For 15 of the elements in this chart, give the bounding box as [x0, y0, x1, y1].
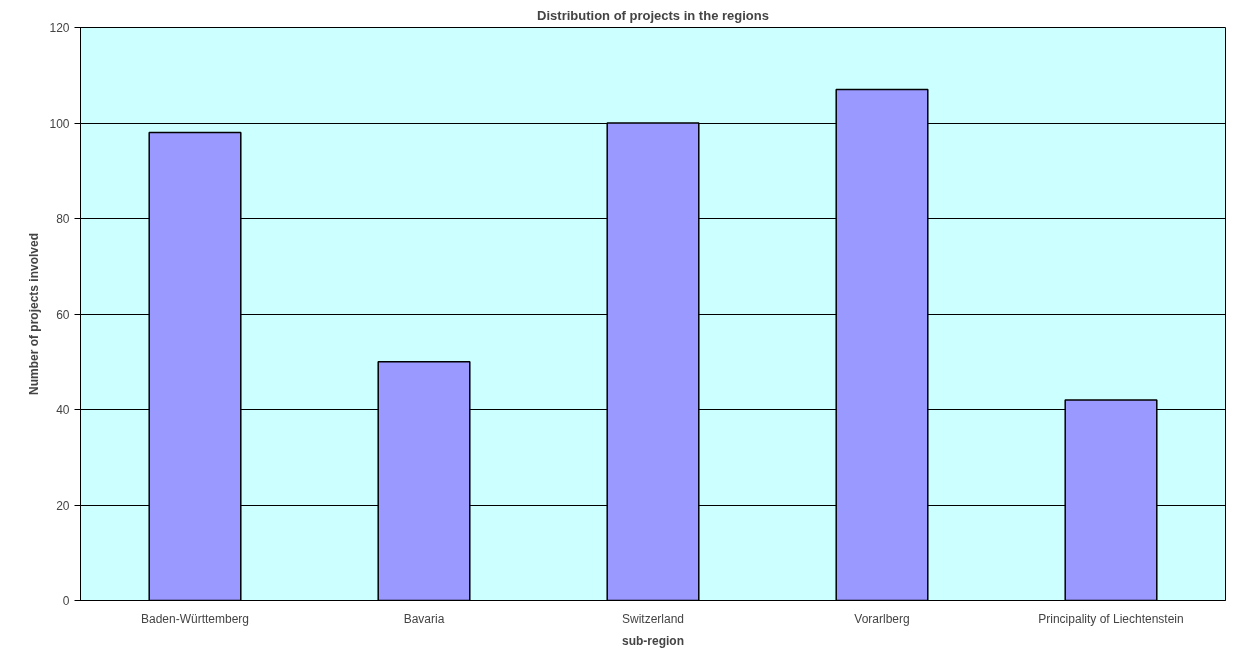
- y-tick-label: 100: [49, 116, 70, 131]
- x-tick-label: Switzerland: [621, 611, 685, 626]
- y-tick-label: 20: [56, 498, 70, 513]
- chart-title: Distribution of projects in the regions: [537, 7, 769, 23]
- x-tick-label: Bavaria: [403, 611, 445, 626]
- y-axis-title: Number of projects involved: [27, 232, 42, 396]
- x-tick-label: Vorarlberg: [854, 611, 910, 626]
- y-tick-label: 60: [56, 307, 70, 322]
- x-axis-title: sub-region: [622, 633, 684, 648]
- y-tick-label: 120: [49, 21, 70, 35]
- x-tick-label: Baden-Württemberg: [140, 611, 250, 626]
- x-tick-label: Principality of Liechtenstein: [1038, 611, 1184, 626]
- y-tick-label: 80: [56, 212, 70, 226]
- y-tick-label: 40: [56, 403, 70, 417]
- y-tick-label: 0: [62, 594, 70, 608]
